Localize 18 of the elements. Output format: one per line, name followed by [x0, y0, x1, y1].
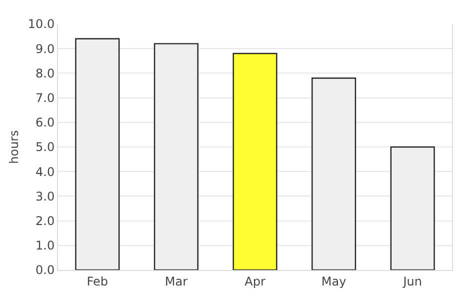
y-tick-label: 9.0 [36, 42, 55, 56]
x-tick-label: Mar [164, 274, 188, 288]
y-tick-label: 7.0 [36, 91, 55, 105]
y-tick-label: 6.0 [36, 116, 55, 130]
x-tick-label: Feb [86, 274, 108, 288]
y-tick-label: 0.0 [36, 263, 55, 278]
y-tick-label: 2.0 [36, 214, 55, 228]
y-tick-label: 1.0 [36, 238, 55, 253]
y-tick-label: 8.0 [36, 66, 55, 80]
bar [232, 52, 278, 270]
x-tick-label: Jun [402, 274, 422, 288]
y-axis-title: hours [7, 130, 22, 164]
y-tick-label: 3.0 [36, 189, 55, 204]
x-tick-label: May [321, 274, 346, 288]
y-tick-label: 4.0 [36, 164, 55, 179]
x-tick-label: Apr [244, 274, 266, 288]
y-tick-label: 10.0 [28, 17, 55, 32]
y-tick-label: 5.0 [36, 140, 55, 154]
